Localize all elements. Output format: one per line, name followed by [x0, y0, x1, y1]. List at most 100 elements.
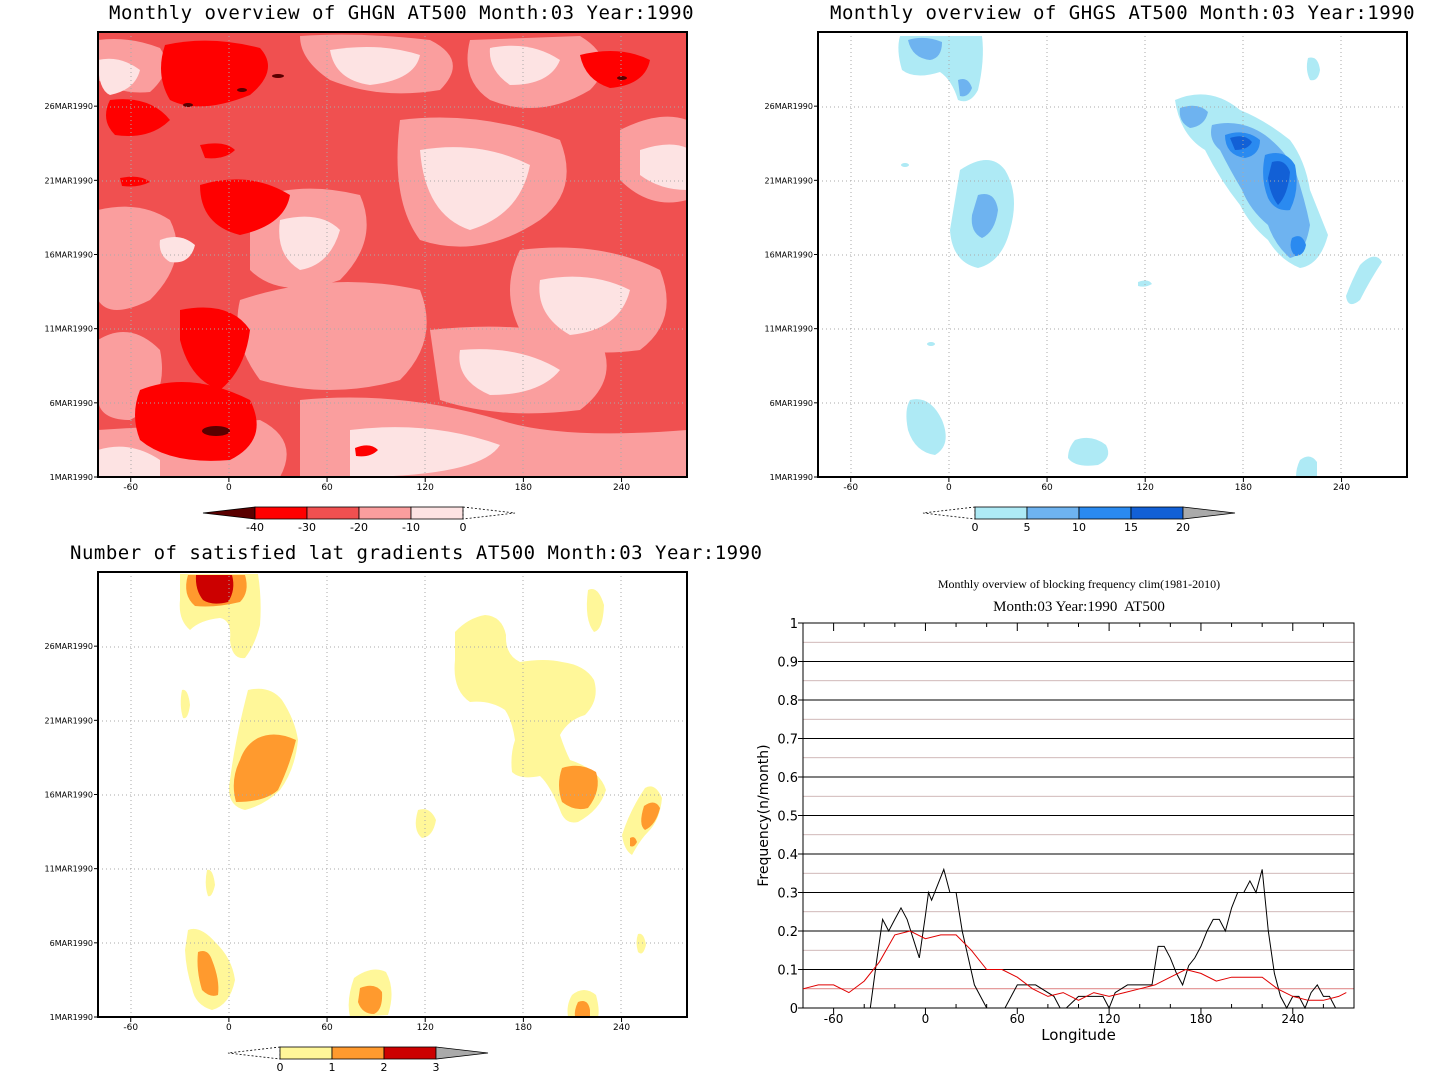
x-tick-label: 240	[613, 483, 630, 493]
x-tick-label: 0	[946, 483, 952, 493]
ghgn-colorbar: -40 -30 -20 -10 0	[202, 506, 516, 534]
y-tick-label: 0.1	[777, 964, 798, 979]
y-tick-label: 1	[790, 617, 798, 632]
colorbar-label: 0	[460, 521, 467, 534]
ghgs-colorbar: 0 5 10 15 20	[922, 506, 1236, 534]
y-tick-label: 0.5	[777, 810, 798, 825]
y-tick-label: 26MAR1990	[45, 102, 93, 111]
y-tick-label: 21MAR1990	[45, 176, 93, 185]
y-tick-label: 6MAR1990	[770, 399, 813, 408]
x-tick-label: -60	[123, 1023, 138, 1033]
colorbar-swatch	[254, 506, 308, 520]
ghgs-map: -60 0 60 120 180 240 1MAR1990 6MAR1990 11MAR1990…	[765, 31, 1408, 534]
x-tick-label: 120	[417, 483, 434, 493]
colorbar-label: 3	[433, 1061, 440, 1074]
y-tick-label: 0.3	[777, 887, 798, 902]
y-tick-label: 16MAR1990	[765, 251, 813, 260]
colorbar-high-triangle	[435, 1046, 489, 1060]
x-tick-label: 180	[1189, 1012, 1212, 1026]
colorbar-label: 1	[329, 1061, 336, 1074]
x-tick-label: 60	[321, 483, 333, 493]
y-tick-label: 26MAR1990	[45, 642, 93, 651]
colorbar-swatch	[1130, 506, 1184, 520]
latgrad-panel: Number of satisfied lat gradients AT500 …	[0, 540, 762, 1091]
colorbar-label: 10	[1072, 521, 1086, 534]
blocking-panel: Monthly overview of blocking frequency c…	[720, 545, 1440, 1091]
colorbar-low-triangle	[202, 506, 256, 520]
colorbar-swatch	[1078, 506, 1132, 520]
colorbar-label: -30	[298, 521, 316, 534]
colorbar-label: 2	[381, 1061, 388, 1074]
y-tick-label: 11MAR1990	[45, 865, 93, 874]
blocking-title: Monthly overview of blocking frequency c…	[938, 577, 1220, 591]
colorbar-label: -40	[246, 521, 264, 534]
colorbar-swatch	[306, 506, 360, 520]
colorbar-label: 20	[1176, 521, 1190, 534]
x-tick-label: -60	[123, 483, 138, 493]
x-tick-label: 180	[515, 483, 532, 493]
y-tick-label: 0.4	[777, 848, 798, 863]
ghgs-title: Monthly overview of GHGS AT500 Month:03 …	[830, 2, 1416, 24]
y-tick-label: 21MAR1990	[45, 716, 93, 725]
latgrad-colorbar: 0 1 2 3	[227, 1046, 489, 1074]
y-tick-label: 0.7	[777, 733, 798, 748]
x-axis-label: Longitude	[1041, 1026, 1116, 1044]
latgrad-field	[179, 574, 662, 1017]
ghgs-grid	[818, 32, 1407, 477]
y-tick-label: 1MAR1990	[770, 473, 813, 482]
ghgn-panel: Monthly overview of GHGN AT500 Month:03 …	[0, 0, 720, 545]
x-tick-label: 180	[515, 1023, 532, 1033]
colorbar-swatch	[358, 506, 412, 520]
colorbar-swatch	[279, 1046, 333, 1060]
y-tick-label: 1MAR1990	[50, 473, 93, 482]
x-tick-label: 0	[922, 1012, 930, 1026]
blocking-chart: Monthly overview of blocking frequency c…	[756, 577, 1355, 1044]
ghgn-title: Monthly overview of GHGN AT500 Month:03 …	[109, 2, 695, 24]
y-tick-label: 1MAR1990	[50, 1013, 93, 1022]
y-tick-label: 16MAR1990	[45, 251, 93, 260]
x-tick-label: 120	[1098, 1012, 1121, 1026]
colorbar-swatch	[410, 506, 464, 520]
y-tick-label: 21MAR1990	[765, 176, 813, 185]
latgrad-title: Number of satisfied lat gradients AT500 …	[70, 542, 763, 564]
x-tick-label: 60	[321, 1023, 333, 1033]
x-tick-label: 240	[613, 1023, 630, 1033]
colorbar-label: 0	[277, 1061, 284, 1074]
ghgn-map: -60 0 60 120 180 240 1MAR1990 6MAR1990 11MAR1990…	[45, 31, 688, 534]
latgrad-axes: -60 0 60 120 180 240 1MAR1990 6MAR1990 11MAR1990…	[45, 642, 631, 1033]
colorbar-swatch	[974, 506, 1028, 520]
ghgs-panel: Monthly overview of GHGS AT500 Month:03 …	[720, 0, 1440, 545]
colorbar-label: 15	[1124, 521, 1138, 534]
x-tick-label: -60	[824, 1012, 844, 1026]
blocking-subtitle: Month:03 Year:1990 AT500	[993, 599, 1165, 615]
y-tick-label: 6MAR1990	[50, 399, 93, 408]
colorbar-swatch	[383, 1046, 437, 1060]
series-line-climatology	[802, 930, 1347, 1001]
x-tick-label: 240	[1281, 1012, 1304, 1026]
y-tick-label: 0	[790, 1002, 798, 1017]
y-tick-label: 0.8	[777, 694, 798, 709]
colorbar-swatch	[1026, 506, 1080, 520]
ghgn-axes: -60 0 60 120 180 240 1MAR1990 6MAR1990 11MAR1990…	[45, 102, 631, 493]
y-axis-label: Frequency(n/month)	[756, 744, 772, 886]
y-tick-label: 0.9	[777, 656, 798, 671]
x-tick-label: 0	[226, 1023, 232, 1033]
colorbar-label: -10	[402, 521, 420, 534]
colorbar-high-triangle	[462, 506, 516, 520]
colorbar-label: -20	[350, 521, 368, 534]
blocking-plot: 0 0.1 0.2 0.3 0.4 0.5 0.6 0.7 0.8 0.9 1 -60 0 60 120 18…	[756, 617, 1355, 1044]
x-tick-label: 120	[1137, 483, 1154, 493]
x-tick-label: 60	[1041, 483, 1053, 493]
series-line-observed	[803, 867, 1342, 1010]
latgrad-map: -60 0 60 120 180 2401MAR19906MAR199011MAR1990…	[45, 571, 688, 1074]
colorbar-low-triangle	[227, 1046, 281, 1060]
x-tick-label: 180	[1235, 483, 1252, 493]
y-tick-label: 26MAR1990	[765, 102, 813, 111]
colorbar-swatch	[331, 1046, 385, 1060]
x-tick-label: 0	[226, 483, 232, 493]
y-tick-label: 0.6	[777, 771, 798, 786]
x-tick-label: 60	[1010, 1012, 1025, 1026]
colorbar-low-triangle	[922, 506, 976, 520]
y-tick-label: 16MAR1990	[45, 791, 93, 800]
colorbar-high-triangle	[1182, 506, 1236, 520]
